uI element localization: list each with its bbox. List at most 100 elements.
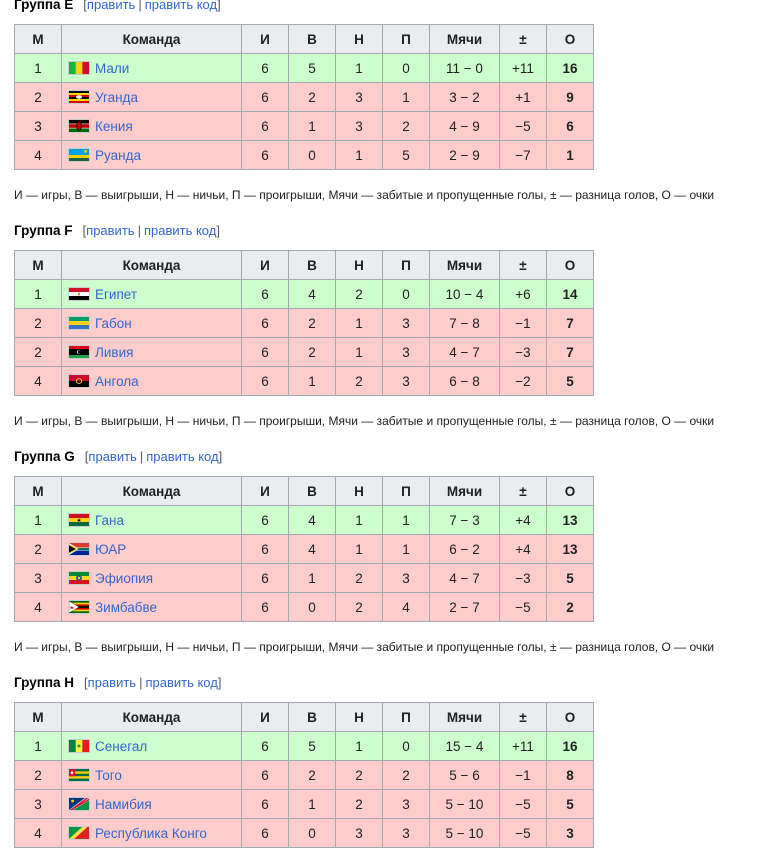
diff-cell: −3 [499,563,547,593]
team-link[interactable]: Эфиопия [95,570,154,586]
p-cell: 3 [382,563,430,593]
n-cell: 3 [335,111,383,141]
separator: | [139,675,143,690]
edit-link[interactable]: править [86,223,135,238]
v-cell: 0 [288,592,336,622]
team-link[interactable]: Кения [95,118,133,134]
diff-cell: −5 [499,592,547,622]
edit-link[interactable]: править [88,449,137,464]
n-cell: 2 [335,563,383,593]
edit-code-link[interactable]: править код [144,0,218,12]
column-header-p: П [382,702,430,732]
p-cell: 5 [382,140,430,170]
zimbabwe-flag-icon [68,599,90,614]
senegal-flag-icon [68,738,90,753]
p-cell: 0 [382,53,430,83]
p-cell: 3 [382,308,430,338]
i-cell: 6 [241,505,289,535]
team-link[interactable]: Зимбабве [95,599,158,615]
m-cell: 2 [14,82,62,112]
column-header-p: П [382,24,430,54]
i-cell: 6 [241,760,289,790]
diff-cell: +6 [499,279,547,309]
v-cell: 0 [288,140,336,170]
edit-links: [править | править код] [84,675,221,690]
team-link[interactable]: ЮАР [95,541,127,557]
m-cell: 2 [14,337,62,367]
bracket-open: [ [83,0,87,12]
p-cell: 4 [382,592,430,622]
edit-code-link[interactable]: править код [146,449,219,464]
p-cell: 0 [382,279,430,309]
team-link[interactable]: Уганда [95,89,138,105]
i-cell: 6 [241,82,289,112]
v-cell: 2 [288,337,336,367]
i-cell: 6 [241,279,289,309]
table-row: 2 Габон 6 2 1 3 7 − 8 −1 7 [14,308,594,338]
header-row: М Команда И В Н П Мячи ± О [14,24,594,54]
team-link[interactable]: Руанда [95,147,141,163]
column-header-n: Н [335,250,383,280]
egypt-flag-icon [68,286,90,301]
standings-table: М Команда И В Н П Мячи ± О 1 Мали 6 5 1 0 11 − 0 +11 16 2 У… [14,24,594,170]
column-header-m: М [14,24,62,54]
team-link[interactable]: Гана [95,512,125,528]
o-cell: 13 [546,534,594,564]
team-link[interactable]: Намибия [95,796,152,812]
column-header-o: О [546,702,594,732]
v-cell: 1 [288,111,336,141]
edit-links: [править | править код] [85,449,222,464]
legend-text: И — игры, В — выигрыши, Н — ничьи, П — п… [14,640,715,654]
team-link[interactable]: Мали [95,60,130,76]
m-cell: 4 [14,140,62,170]
edit-links: [править | править код] [83,0,220,12]
diff-cell: −1 [499,760,547,790]
standings-table: М Команда И В Н П Мячи ± О 1 Гана 6 4 1 1 7 − 3 +4 13 2 ЮАР… [14,476,594,622]
header-row: М Команда И В Н П Мячи ± О [14,476,594,506]
kenya-flag-icon [68,118,90,133]
p-cell: 3 [382,789,430,819]
column-header-m: М [14,476,62,506]
column-header-team: Команда [61,24,242,54]
v-cell: 1 [288,789,336,819]
team-link[interactable]: Ангола [95,373,139,389]
team-link[interactable]: Республика Конго [95,825,207,841]
edit-code-link[interactable]: править код [145,675,218,690]
n-cell: 2 [335,592,383,622]
i-cell: 6 [241,140,289,170]
column-header-v: В [288,476,336,506]
column-header-p: П [382,476,430,506]
n-cell: 1 [335,505,383,535]
m-cell: 1 [14,279,62,309]
i-cell: 6 [241,337,289,367]
column-header-i: И [241,476,289,506]
column-header-team: Команда [61,250,242,280]
table-row: 2 ЮАР 6 4 1 1 6 − 2 +4 13 [14,534,594,564]
team-link[interactable]: Египет [95,286,138,302]
column-header-n: Н [335,476,383,506]
team-link[interactable]: Сенегал [95,738,148,754]
n-cell: 1 [335,534,383,564]
team-cell: Того [61,760,242,790]
o-cell: 3 [546,818,594,848]
team-link[interactable]: Ливия [95,344,134,360]
bracket-close: ] [218,449,223,464]
goals-cell: 5 − 6 [429,760,500,790]
o-cell: 14 [546,279,594,309]
goals-cell: 7 − 3 [429,505,500,535]
edit-link[interactable]: править [87,675,137,690]
m-cell: 4 [14,592,62,622]
goals-cell: 11 − 0 [429,53,500,83]
team-link[interactable]: Того [95,767,122,783]
team-link[interactable]: Габон [95,315,132,331]
gabon-flag-icon [68,315,90,330]
column-header-team: Команда [61,702,242,732]
p-cell: 3 [382,337,430,367]
table-row: 3 Эфиопия 6 1 2 3 4 − 7 −3 5 [14,563,594,593]
column-header-p: П [382,250,430,280]
edit-link[interactable]: править [86,0,136,12]
i-cell: 6 [241,111,289,141]
separator: | [137,223,141,238]
column-header-i: И [241,250,289,280]
edit-code-link[interactable]: править код [143,223,217,238]
